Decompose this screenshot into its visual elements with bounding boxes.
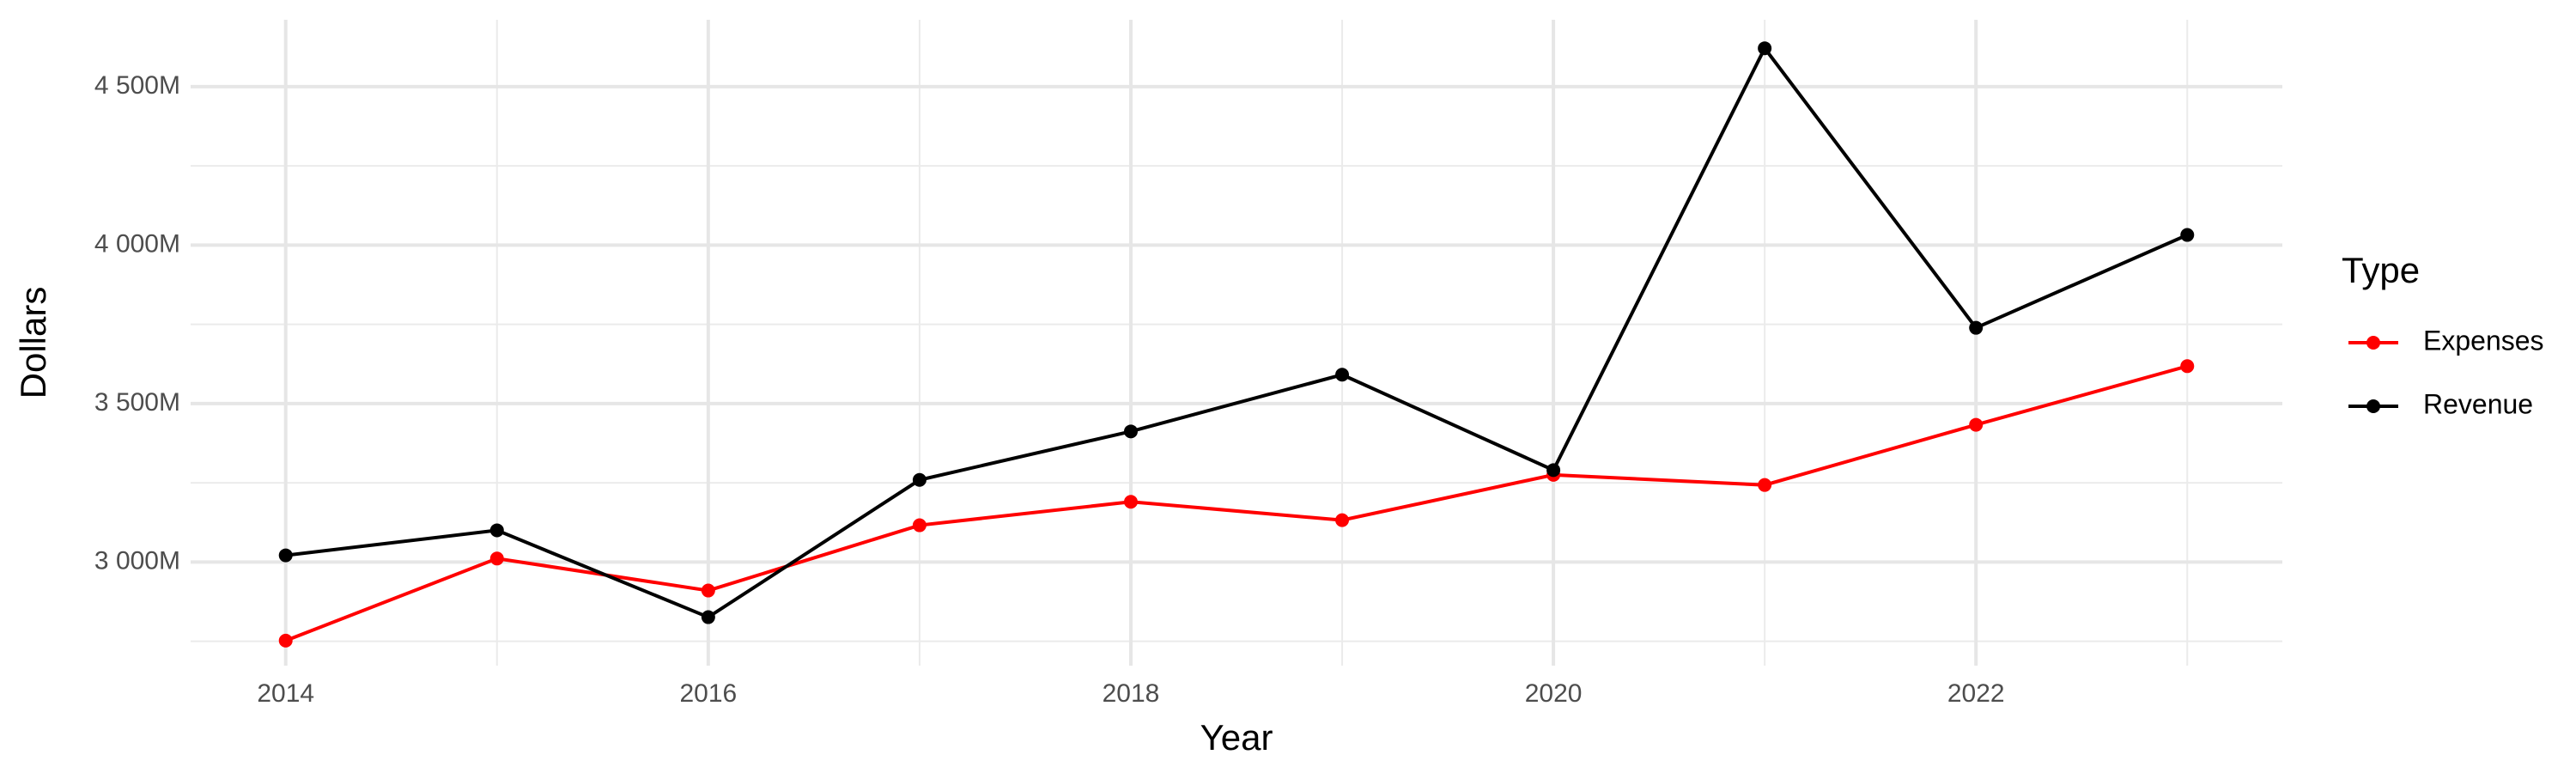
y-tick-label: 4 000M — [94, 229, 180, 258]
legend-label: Revenue — [2423, 388, 2533, 419]
y-axis-title: Dollars — [13, 287, 53, 399]
series-line — [285, 364, 2188, 642]
data-point — [2180, 359, 2195, 374]
y-tick-label: 4 500M — [94, 71, 180, 100]
data-point — [1969, 320, 1984, 335]
x-tick-label: 2016 — [679, 679, 737, 708]
x-tick-label: 2018 — [1103, 679, 1160, 708]
data-point — [1335, 368, 1350, 382]
data-point — [701, 610, 715, 624]
data-point — [1758, 478, 1772, 492]
data-point — [278, 548, 293, 563]
data-point — [912, 518, 927, 533]
data-point — [1546, 463, 1561, 478]
data-point — [1123, 495, 1138, 509]
legend-label: Expenses — [2423, 325, 2544, 356]
x-tick-label: 2014 — [257, 679, 314, 708]
data-point — [1335, 513, 1350, 527]
data-point — [1758, 41, 1772, 56]
data-point — [1969, 417, 1984, 432]
series-line — [285, 45, 2189, 619]
y-tick-label: 3 000M — [94, 546, 180, 575]
data-point — [489, 523, 504, 538]
data-point — [912, 472, 927, 487]
legend-title: Type — [2342, 250, 2420, 290]
legend-marker — [2366, 336, 2380, 350]
x-tick-label: 2022 — [1947, 679, 2005, 708]
x-tick-label: 2020 — [1525, 679, 1583, 708]
data-point — [701, 583, 715, 598]
data-point — [1123, 424, 1138, 439]
data-point — [278, 633, 293, 648]
data-point — [489, 551, 504, 566]
data-point — [2180, 228, 2195, 242]
y-tick-label: 3 500M — [94, 388, 180, 417]
x-axis-title: Year — [1200, 717, 1273, 758]
legend-marker — [2366, 399, 2380, 413]
